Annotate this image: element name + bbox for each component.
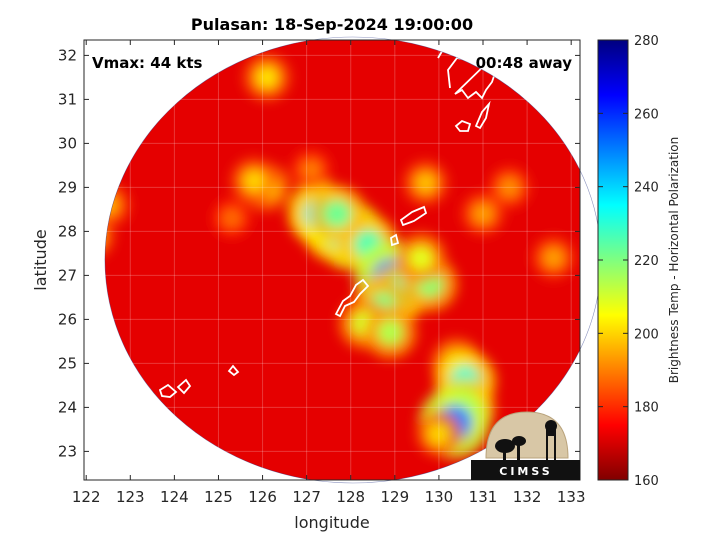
x-axis-label: longitude <box>294 513 369 532</box>
feature-core-19 <box>414 172 437 194</box>
x-tick-label: 132 <box>513 488 542 506</box>
y-tick-label: 25 <box>58 354 77 372</box>
feature-core-11 <box>409 245 434 271</box>
coastline-miyako <box>158 383 178 398</box>
x-tick-label: 126 <box>248 488 277 506</box>
coastline-tanegashima <box>474 100 491 130</box>
y-tick-label: 24 <box>58 398 77 416</box>
feature-core-9 <box>377 319 404 346</box>
coastline-china <box>84 125 99 197</box>
coastline-kyushu <box>447 40 501 100</box>
x-tick-label: 122 <box>72 488 101 506</box>
colorbar-tick-label: 200 <box>634 327 659 342</box>
logo-text: CIMSS <box>499 465 552 478</box>
coastline-ishigaki-a <box>176 378 192 395</box>
colorbar-tick-label: 220 <box>634 254 659 269</box>
feature-core-4 <box>323 199 352 228</box>
feature-core-23 <box>472 203 494 225</box>
colorbar-tick-label: 180 <box>634 401 659 416</box>
y-axis-label: latitude <box>31 229 50 290</box>
feature-core-18 <box>242 169 265 192</box>
y-tick-label: 23 <box>58 442 77 460</box>
x-tick-label: 127 <box>292 488 321 506</box>
coastlines <box>84 40 501 398</box>
y-tick-label: 31 <box>58 90 77 108</box>
y-tick-label: 30 <box>58 134 77 152</box>
y-tick-label: 27 <box>58 266 77 284</box>
colorbar-tick-label: 280 <box>634 34 659 49</box>
coastline-tokunoshima <box>390 233 400 247</box>
x-tick-label: 124 <box>160 488 189 506</box>
x-tick-label: 123 <box>116 488 145 506</box>
x-tick-label: 131 <box>469 488 498 506</box>
feature-core-26 <box>301 159 321 180</box>
coastline-islet <box>227 364 240 377</box>
x-tick-label: 129 <box>381 488 410 506</box>
grid-lines <box>84 40 580 480</box>
chart-title: Pulasan: 18-Sep-2024 19:00:00 <box>191 15 473 34</box>
feature-core-27 <box>222 208 242 228</box>
x-tick-label: 128 <box>336 488 365 506</box>
colorbar-tick-label: 240 <box>634 181 659 196</box>
logo-base <box>471 460 580 480</box>
axis-ticks: 122 123 124 125 126 127 128 129 130 131 132 133 23 24… <box>58 40 586 506</box>
y-tick-label: 28 <box>58 222 77 240</box>
colorbar-tick-label: 260 <box>634 107 659 122</box>
feature-core-16 <box>427 422 451 445</box>
y-tick-label: 32 <box>58 46 77 64</box>
logo-silhouette <box>495 420 557 460</box>
vmax-annotation: Vmax: 44 kts <box>92 54 202 72</box>
cimss-logo: CIMSS <box>471 411 580 480</box>
feature-core-20 <box>255 65 279 89</box>
y-tick-label: 26 <box>58 310 77 328</box>
coastline-okinawa <box>334 278 370 318</box>
coastline-yakushima <box>454 119 472 132</box>
colorbar-tick-label: 160 <box>634 474 659 489</box>
plot-frame <box>83 39 581 481</box>
x-tick-label: 133 <box>557 488 586 506</box>
swath <box>104 40 580 480</box>
x-tick-label: 130 <box>425 488 454 506</box>
x-tick-label: 125 <box>204 488 233 506</box>
y-tick-label: 29 <box>58 178 77 196</box>
feature-core-25 <box>543 247 564 269</box>
coastline-amami <box>399 205 428 227</box>
colorbar-ticks: 160 180 200 220 240 260 280 <box>598 34 659 489</box>
time-away-annotation: 00:48 away <box>476 54 573 72</box>
brightness-features <box>104 54 575 459</box>
feature-core-24 <box>499 177 520 198</box>
colorbar-label: Brightness Temp - Horizontal Polarizatio… <box>667 137 681 384</box>
coastline-goto <box>437 40 457 59</box>
